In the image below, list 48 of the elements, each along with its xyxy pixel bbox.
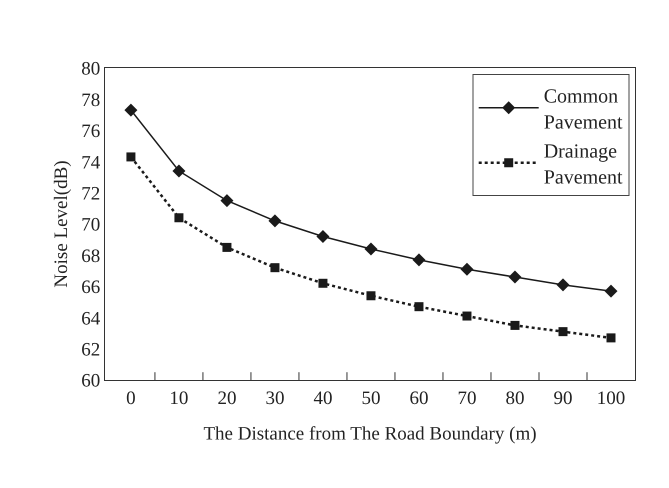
x-tick-label: 70 — [457, 388, 476, 409]
y-tick-label: 68 — [81, 246, 100, 267]
point — [366, 291, 376, 300]
x-tick-label: 100 — [596, 388, 626, 409]
y-tick-label: 64 — [81, 308, 101, 330]
x-tick-label: 0 — [126, 388, 136, 409]
point — [460, 262, 474, 276]
x-tick-label: 50 — [361, 388, 380, 409]
y-tick-label: 62 — [81, 339, 100, 360]
x-tick-label: 30 — [265, 388, 284, 409]
point — [558, 327, 568, 336]
y-tick-label: 66 — [81, 277, 100, 298]
point — [126, 152, 136, 162]
point — [222, 242, 232, 252]
x-tick-label: 40 — [313, 388, 332, 409]
x-tick-label: 60 — [409, 388, 428, 409]
y-tick-label: 74 — [81, 152, 101, 174]
point — [510, 320, 520, 330]
point — [606, 333, 616, 342]
point — [604, 284, 618, 298]
y-tick-label: 60 — [81, 370, 100, 392]
point — [268, 214, 282, 228]
y-tick-label: 70 — [81, 214, 100, 236]
point — [174, 213, 184, 222]
point — [316, 230, 330, 243]
y-tick-label: 80 — [81, 58, 100, 80]
x-tick-label: 20 — [217, 388, 236, 409]
y-tick-label: 76 — [81, 121, 100, 142]
legend-label: Common Pavement — [544, 86, 624, 134]
point — [124, 104, 138, 117]
point — [412, 253, 426, 266]
y-tick-label: 72 — [81, 183, 100, 204]
y-axis-title: Noise Level(dB) — [51, 160, 72, 288]
y-tick-label: 78 — [81, 90, 100, 111]
point — [270, 263, 280, 272]
point — [364, 242, 378, 256]
legend-label: Drainage Pavement — [544, 140, 624, 189]
point — [172, 164, 186, 178]
x-tick-label: 10 — [169, 388, 188, 409]
point — [414, 302, 424, 312]
x-tick-label: 90 — [553, 388, 572, 409]
point — [220, 194, 234, 208]
point — [318, 278, 328, 288]
point — [556, 278, 570, 292]
x-tick-label: 80 — [505, 388, 524, 409]
point — [508, 270, 522, 284]
point — [462, 312, 472, 321]
x-axis-title: The Distance from The Road Boundary (m) — [203, 424, 537, 445]
